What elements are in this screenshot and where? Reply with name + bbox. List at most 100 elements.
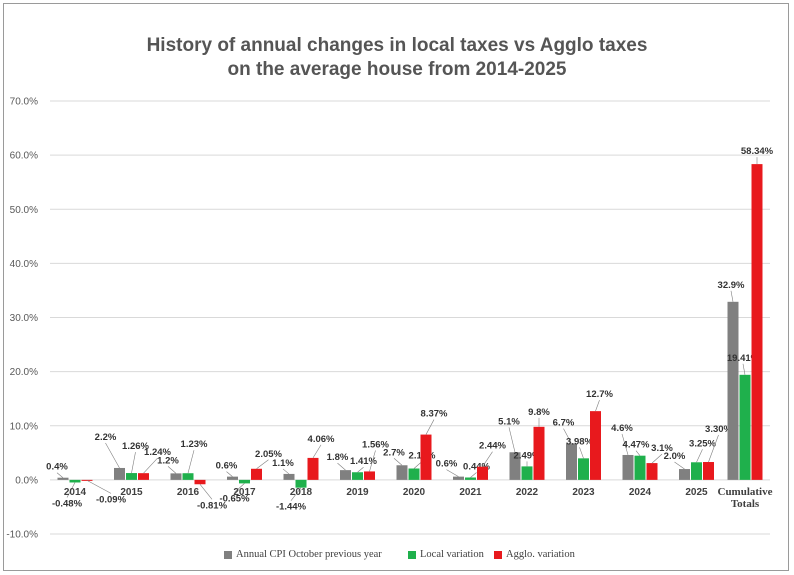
bar-2-2016 — [194, 479, 206, 485]
bar-1-2025 — [691, 462, 702, 480]
data-label-leader — [167, 466, 177, 474]
bar-1-2024 — [634, 455, 646, 480]
data-label-leader — [470, 472, 477, 478]
data-label: 2.7% — [383, 447, 405, 458]
x-tick-label: Totals — [731, 498, 760, 510]
data-label: 2.44% — [479, 441, 506, 452]
y-tick-label: 70.0% — [10, 97, 38, 108]
data-label-leader — [282, 468, 290, 475]
data-label: 1.23% — [181, 439, 208, 450]
bar-2-2018 — [307, 457, 319, 480]
data-label: 1.2% — [157, 455, 179, 466]
data-label: 1.8% — [327, 452, 349, 463]
data-label: 5.1% — [498, 416, 520, 427]
bar-1-2023 — [578, 458, 589, 480]
data-label-leader — [635, 450, 641, 456]
y-tick-label: -10.0% — [6, 530, 38, 541]
data-label: 6.7% — [553, 418, 575, 429]
data-label-leader — [674, 461, 685, 470]
x-tick-label: Cumulative — [718, 486, 773, 498]
bar-2-2019 — [364, 471, 375, 480]
bar-0-2022 — [509, 452, 521, 480]
bar-2-2023 — [590, 411, 601, 480]
x-tick-label: 2014 — [64, 487, 87, 498]
y-tick-label: 50.0% — [10, 205, 38, 216]
bar-1-2016 — [182, 473, 194, 480]
legend-label-agglo: Agglo. variation — [506, 549, 575, 560]
data-label: 0.4% — [46, 462, 68, 473]
data-label-leader — [226, 471, 233, 477]
data-label-leader — [312, 444, 322, 459]
bar-0-2024 — [622, 454, 634, 480]
bar-1-2015 — [126, 473, 137, 480]
bar-0-2020 — [396, 465, 408, 480]
data-label: -0.65% — [219, 493, 250, 504]
data-label-leader — [393, 458, 403, 466]
bar-1-2020 — [408, 468, 420, 480]
data-label-leader — [595, 400, 600, 412]
data-label-leader — [143, 457, 158, 474]
bar-1-2022 — [521, 466, 533, 480]
data-label: 32.9% — [718, 280, 745, 291]
x-tick-label: 2023 — [572, 487, 595, 498]
data-label: 1.41% — [350, 456, 377, 467]
data-label: 8.37% — [421, 409, 448, 420]
x-tick-label: 2017 — [233, 487, 256, 498]
data-label: 1.24% — [144, 447, 171, 458]
data-label-leader — [730, 290, 734, 302]
data-label: 1.26% — [122, 441, 149, 452]
data-label-leader — [105, 442, 120, 469]
data-label: 4.47% — [623, 440, 650, 451]
data-label: 0.6% — [216, 461, 238, 472]
bar-2-2022 — [533, 426, 545, 480]
bar-2-2017 — [251, 468, 262, 480]
data-label-leader — [482, 451, 493, 467]
bar-2-2020 — [420, 434, 432, 480]
y-tick-label: 10.0% — [10, 421, 38, 432]
data-label: 3.1% — [651, 443, 673, 454]
bar-0-2021 — [453, 476, 464, 480]
bar-1-2019 — [352, 472, 363, 480]
bar-1-2021 — [465, 477, 476, 480]
data-label-leader — [446, 469, 459, 477]
y-tick-label: 30.0% — [10, 313, 38, 324]
data-label-leader — [187, 450, 195, 474]
x-tick-label: 2025 — [685, 487, 708, 498]
data-label: -0.09% — [96, 494, 127, 505]
data-label-leader — [131, 451, 136, 474]
bar-0-2023 — [566, 443, 577, 480]
bar-1-cumulative-totals — [739, 374, 751, 480]
bar-0-2015 — [114, 467, 125, 480]
data-label-leader — [234, 483, 245, 493]
data-label: 1.56% — [362, 439, 389, 450]
data-label: 4.6% — [611, 423, 633, 434]
data-label: 0.44% — [463, 461, 490, 472]
y-tick-label: 20.0% — [10, 367, 38, 378]
x-tick-label: 2015 — [120, 487, 143, 498]
y-tick-label: 40.0% — [10, 259, 38, 270]
data-label-leader — [66, 482, 76, 498]
data-label: 9.8% — [528, 407, 550, 418]
data-label: 3.98% — [566, 436, 593, 447]
bar-0-2018 — [283, 473, 295, 480]
data-label-leader — [290, 487, 302, 501]
data-label-leader — [742, 363, 746, 375]
data-label: -0.48% — [52, 498, 83, 509]
bar-1-2017 — [239, 479, 250, 484]
data-label-leader — [86, 480, 112, 494]
legend-swatch-agglo — [494, 550, 502, 559]
legend-swatch-cpi — [224, 550, 232, 559]
bar-2-2021 — [477, 466, 488, 480]
y-tick-label: 60.0% — [10, 151, 38, 162]
y-tick-label: 0.0% — [15, 475, 38, 486]
bar-0-2014 — [57, 477, 69, 480]
data-label: -1.44% — [276, 502, 307, 513]
data-label: 2.49% — [514, 450, 541, 461]
legend-item-agglo: Agglo. variation — [494, 549, 575, 560]
data-label-leader — [579, 447, 584, 459]
data-label: 2.05% — [255, 449, 282, 460]
legend-item-cpi: Annual CPI October previous year — [224, 549, 382, 560]
legend-label-cpi: Annual CPI October previous year — [236, 549, 382, 560]
data-label-leader — [621, 433, 629, 456]
